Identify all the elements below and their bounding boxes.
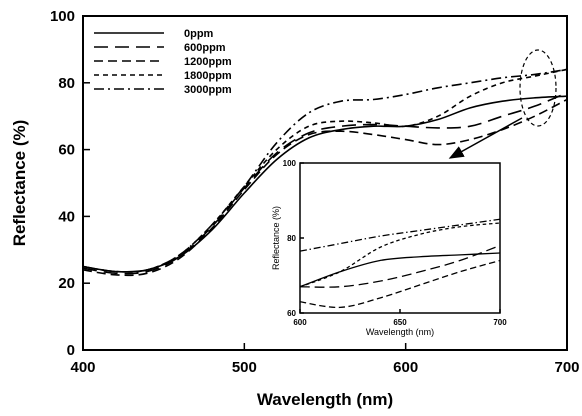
- inset-x-tick-label: 600: [293, 318, 307, 327]
- legend-label-600ppm: 600ppm: [184, 42, 226, 54]
- series-line-600ppm: [82, 92, 568, 275]
- legend: 0ppm 600ppm 1200ppm 1800ppm 3000ppm: [94, 28, 232, 96]
- inset-series-line-3000ppm: [299, 218, 501, 252]
- inset-series-line-1800ppm: [299, 222, 501, 288]
- inset-x-axis-title: Wavelength (nm): [366, 327, 434, 337]
- x-tick-label: 400: [70, 359, 95, 376]
- x-axis-title: Wavelength (nm): [257, 390, 393, 409]
- y-tick-label: 40: [58, 208, 75, 225]
- main-plot-frame: [82, 15, 568, 351]
- series-line-1200ppm: [82, 98, 568, 277]
- legend-label-1800ppm: 1800ppm: [184, 70, 232, 82]
- y-tick-label: 100: [50, 8, 75, 25]
- series-line-3000ppm: [82, 68, 568, 273]
- legend-label-1200ppm: 1200ppm: [184, 56, 232, 68]
- inset-y-tick-label: 80: [287, 234, 296, 243]
- inset-x-tick-label: 700: [493, 318, 507, 327]
- inset-background: [300, 163, 500, 313]
- x-tick-label: 500: [232, 359, 257, 376]
- highlight-ellipse: [519, 49, 557, 127]
- inset-series-line-600ppm: [299, 244, 501, 288]
- x-tick-label: 600: [393, 359, 418, 376]
- y-tick-label: 60: [58, 142, 75, 159]
- y-tick-label: 80: [58, 75, 75, 92]
- y-axis-title: Reflectance (%): [10, 120, 29, 247]
- annotation-arrow: [448, 117, 523, 159]
- y-tick-label: 0: [67, 342, 75, 359]
- inset-y-tick-label: 100: [283, 159, 297, 168]
- inset-y-tick-label: 60: [287, 309, 296, 318]
- y-tick-label: 20: [58, 275, 75, 292]
- x-tick-label: 700: [554, 359, 579, 376]
- inset-x-tick-label: 650: [393, 318, 407, 327]
- legend-label-0ppm: 0ppm: [184, 28, 214, 40]
- inset-y-axis-title: Reflectance (%): [271, 206, 281, 270]
- legend-label-3000ppm: 3000ppm: [184, 84, 232, 96]
- inset-series-line-1200ppm: [299, 259, 501, 309]
